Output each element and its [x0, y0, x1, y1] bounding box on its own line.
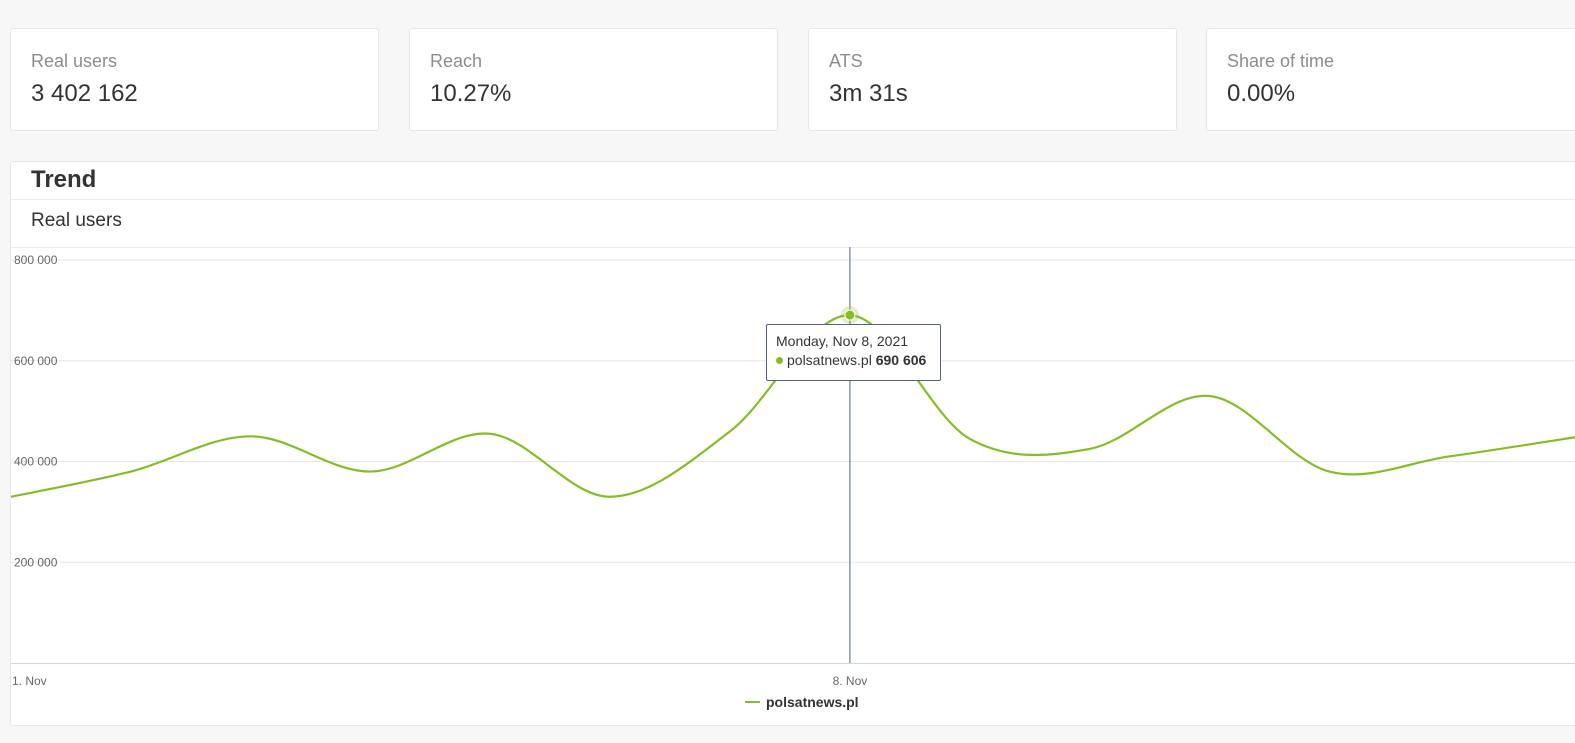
trend-metric-label: Real users — [31, 210, 122, 231]
kpi-card-reach: Reach 10.27% — [409, 28, 778, 131]
kpi-value: 10.27% — [430, 80, 512, 107]
x-tick-label: 1. Nov — [12, 674, 47, 688]
kpi-label: ATS — [829, 51, 863, 71]
tooltip-value: 690 606 — [875, 352, 927, 368]
legend-line-icon — [745, 701, 760, 703]
kpi-card-ats: ATS 3m 31s — [808, 28, 1177, 131]
kpi-value: 3m 31s — [829, 80, 908, 107]
legend-label: polsatnews.pl — [766, 694, 859, 710]
y-tick-label: 600 000 — [14, 354, 58, 368]
y-tick-label: 800 000 — [14, 253, 58, 267]
trend-panel: Trend Real users 200 000 400 000 600 000 80… — [10, 161, 1575, 726]
kpi-card-real-users: Real users 3 402 162 — [10, 28, 379, 131]
divider — [11, 247, 1575, 248]
highlight-point — [844, 309, 856, 321]
tooltip-date: Monday, Nov 8, 2021 — [776, 333, 909, 349]
kpi-value: 3 402 162 — [31, 80, 138, 107]
chart-tooltip: Monday, Nov 8, 2021 polsatnews.pl 690 60… — [766, 324, 941, 381]
kpi-label: Real users — [31, 51, 118, 71]
kpi-label: Reach — [430, 51, 483, 71]
tooltip-row: polsatnews.pl 690 606 — [776, 352, 926, 368]
tooltip-series: polsatnews.pl — [787, 352, 872, 368]
trend-chart[interactable]: 200 000 400 000 600 000 800 000 1. Nov 8. Nov — [11, 162, 1575, 726]
y-tick-label: 400 000 — [14, 455, 58, 469]
chart-legend-item[interactable]: polsatnews.pl — [745, 694, 859, 710]
divider — [11, 199, 1575, 200]
y-tick-label: 200 000 — [14, 555, 58, 569]
kpi-card-share-of-time: Share of time 0.00% — [1206, 28, 1575, 131]
kpi-label: Share of time — [1227, 51, 1335, 71]
x-tick-label: 8. Nov — [833, 674, 868, 688]
series-dot-icon — [776, 357, 783, 364]
trend-title: Trend — [31, 166, 97, 193]
kpi-value: 0.00% — [1227, 80, 1296, 107]
